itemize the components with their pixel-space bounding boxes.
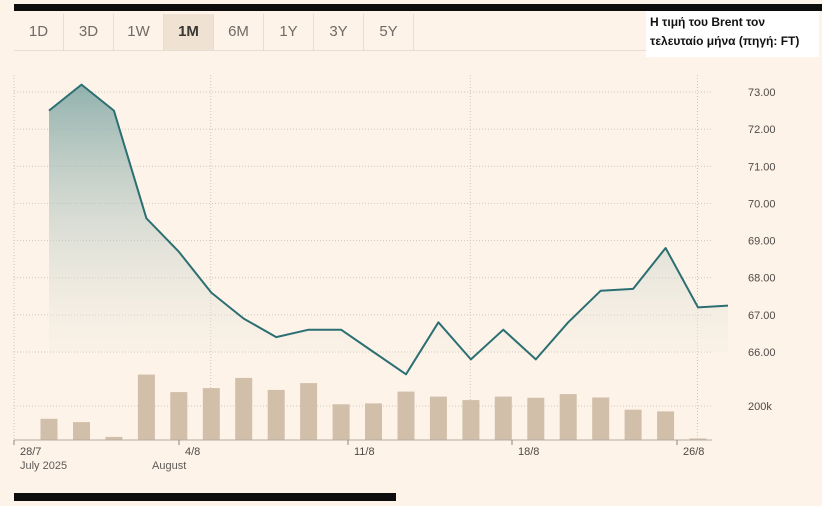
price-area-fill [49, 84, 728, 375]
tabs-divider [14, 50, 646, 51]
volume-bar [300, 383, 318, 441]
x-tick-label: 11/8 [354, 446, 375, 458]
volume-bar [365, 403, 382, 440]
x-tick-label: 18/8 [518, 446, 539, 458]
tab-1w[interactable]: 1W [114, 14, 164, 50]
range-tabs: 1D 3D 1W 1M 6M 1Y 3Y 5Y [14, 14, 414, 50]
volume-bar [170, 392, 188, 440]
tab-5y[interactable]: 5Y [364, 14, 414, 50]
bottom-rule [14, 493, 396, 501]
y-tick-label: 73.00 [748, 87, 776, 99]
price-series [48, 83, 729, 376]
y-tick-label: 67.00 [748, 310, 776, 322]
tab-1y[interactable]: 1Y [264, 14, 314, 50]
month-label-august: August [152, 460, 187, 472]
volume-bar [624, 409, 642, 440]
volume-bar [73, 422, 90, 440]
volume-bar [397, 391, 415, 441]
volume-bar [494, 396, 512, 440]
volume-bar [527, 397, 545, 440]
volume-bar [235, 377, 253, 440]
tab-3y[interactable]: 3Y [314, 14, 364, 50]
volume-bar [40, 418, 58, 441]
volume-bar [592, 397, 610, 440]
chart-caption: Η τιμή του Brent τον τελευταίο μήνα (πηγ… [646, 11, 819, 57]
price-line [48, 83, 729, 376]
caption-line-2: τελευταίο μήνα (πηγή: FT) [650, 34, 800, 48]
price-area [49, 84, 728, 375]
x-axis: 28/7 4/8 11/8 18/8 26/8 [13, 439, 712, 458]
volume-bar [267, 389, 285, 441]
tab-1d[interactable]: 1D [14, 14, 64, 50]
y-tick-label: 69.00 [748, 236, 776, 248]
top-rule [14, 4, 822, 11]
y-tick-label: 66.00 [748, 347, 776, 359]
volume-bar [137, 374, 155, 441]
tab-3d[interactable]: 3D [64, 14, 114, 50]
y-tick-label: 71.00 [748, 161, 776, 173]
volume-bar [429, 396, 447, 440]
caption-line-1: Η τιμή του Brent τον [650, 15, 766, 29]
volume-bar [462, 400, 480, 441]
volume-bar [559, 394, 577, 440]
y-tick-label: 72.00 [748, 124, 776, 136]
tab-6m[interactable]: 6M [214, 14, 264, 50]
x-tick-label: 4/8 [185, 446, 200, 458]
y-tick-label: 68.00 [748, 273, 776, 285]
volume-bar [202, 388, 220, 440]
y-axis: 73.00 72.00 71.00 70.00 69.00 68.00 67.00 66.00… [748, 87, 776, 413]
x-tick-label: 28/7 [20, 446, 41, 458]
month-label-july: July 2025 [20, 460, 68, 472]
tab-1m[interactable]: 1M [164, 14, 214, 50]
volume-bar [689, 438, 707, 440]
volume-bar [657, 411, 675, 440]
y-tick-label: 70.00 [748, 198, 776, 210]
x-tick-label: 26/8 [683, 446, 704, 458]
volume-tick-label: 200k [748, 401, 772, 413]
volume-bar [332, 404, 350, 440]
volume-bars [40, 374, 707, 441]
volume-bar [105, 436, 123, 440]
